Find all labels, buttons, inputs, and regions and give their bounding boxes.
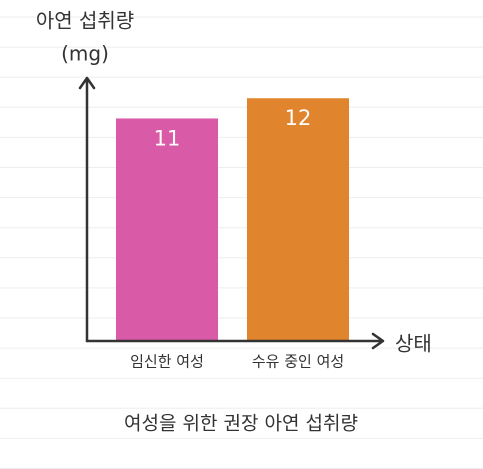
x-tick-label: 수유 중인 여성 xyxy=(252,353,344,371)
background-rules xyxy=(0,16,483,469)
bar xyxy=(116,118,218,341)
x-axis-label: 상태 xyxy=(395,332,432,356)
caption: 여성을 위한 권장 아연 섭취량 xyxy=(124,413,358,435)
x-tick-label: 임신한 여성 xyxy=(130,353,204,371)
x-axis xyxy=(85,332,385,350)
y-axis-label: 아연 섭취량 xyxy=(36,9,134,33)
bar xyxy=(247,98,349,341)
y-axis-label: (mg) xyxy=(61,42,109,66)
value-label: 11 xyxy=(154,126,181,150)
y-axis xyxy=(78,76,96,343)
value-label: 12 xyxy=(285,106,312,130)
